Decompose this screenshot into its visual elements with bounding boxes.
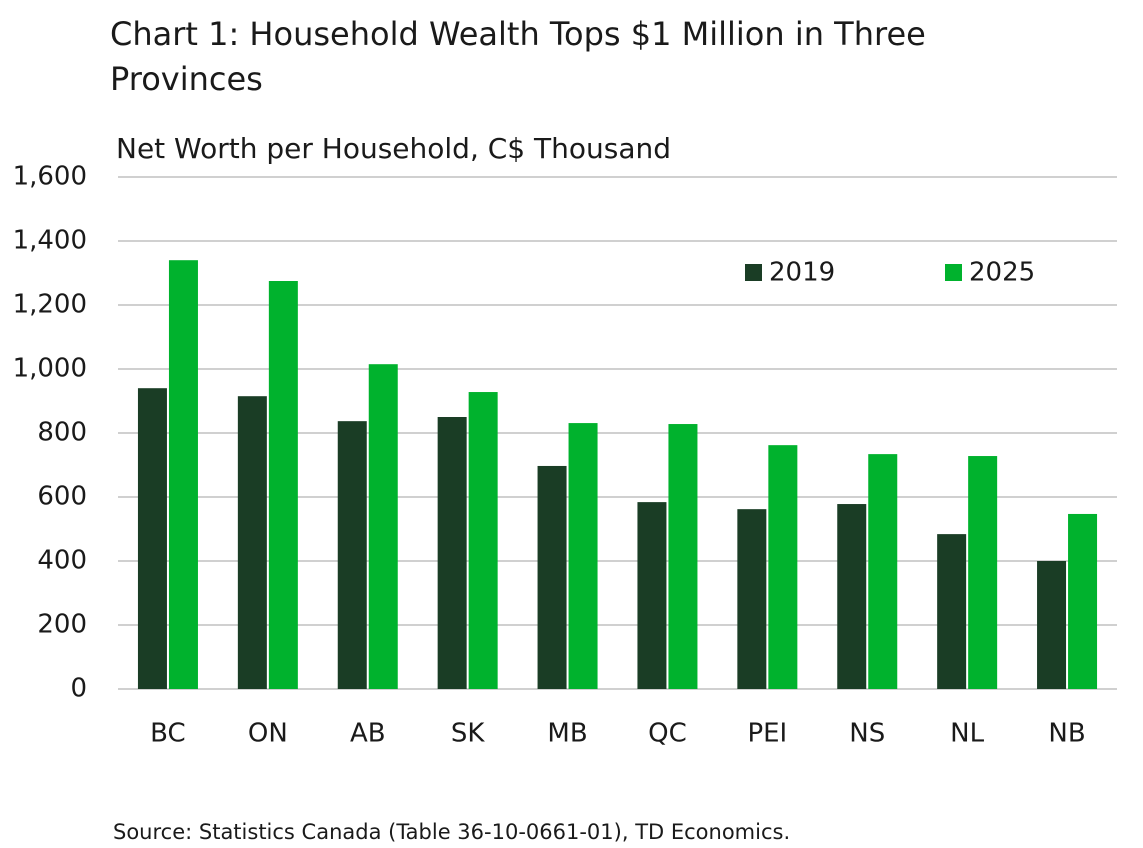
y-tick-label: 1,000 — [13, 354, 87, 384]
bar — [1037, 561, 1067, 689]
x-tick-label: NL — [950, 719, 984, 749]
bar — [137, 388, 167, 689]
bar — [1068, 513, 1098, 689]
x-tick-label: QC — [648, 719, 687, 749]
x-tick-label: BC — [150, 719, 186, 749]
x-tick-label: MB — [547, 719, 587, 749]
bar — [368, 364, 398, 689]
bar — [437, 417, 467, 689]
bar — [237, 396, 267, 689]
bar — [737, 509, 767, 689]
bar — [768, 445, 798, 689]
bar — [968, 456, 998, 689]
y-tick-label: 1,600 — [13, 162, 87, 192]
x-tick-label: PEI — [747, 719, 787, 749]
y-tick-label: 1,400 — [13, 226, 87, 256]
bar — [337, 421, 367, 689]
y-tick-label: 800 — [37, 418, 87, 448]
legend-swatch — [945, 264, 962, 281]
x-tick-label: SK — [451, 719, 486, 749]
bar — [837, 504, 867, 689]
chart-title: Chart 1: Household Wealth Tops $1 Millio… — [110, 15, 926, 98]
bar — [537, 465, 567, 689]
y-tick-label: 400 — [37, 546, 87, 576]
bar — [568, 423, 598, 689]
source-note: Source: Statistics Canada (Table 36-10-0… — [113, 820, 790, 844]
chart-subtitle: Net Worth per Household, C$ Thousand — [116, 132, 671, 165]
x-tick-label: AB — [350, 719, 386, 749]
y-tick-label: 600 — [37, 482, 87, 512]
bar — [937, 534, 967, 689]
bar — [468, 392, 498, 689]
legend-label: 2025 — [969, 258, 1035, 288]
bar — [637, 502, 667, 689]
y-tick-label: 1,200 — [13, 290, 87, 320]
x-tick-label: NS — [849, 719, 885, 749]
bar — [168, 260, 198, 689]
y-tick-label: 200 — [37, 610, 87, 640]
x-tick-label: NB — [1048, 719, 1085, 749]
legend-label: 2019 — [769, 258, 835, 288]
bar — [268, 281, 298, 689]
bar — [868, 454, 898, 689]
x-tick-label: ON — [248, 719, 288, 749]
legend-swatch — [745, 264, 762, 281]
y-tick-label: 0 — [70, 674, 87, 704]
bar — [668, 424, 698, 689]
